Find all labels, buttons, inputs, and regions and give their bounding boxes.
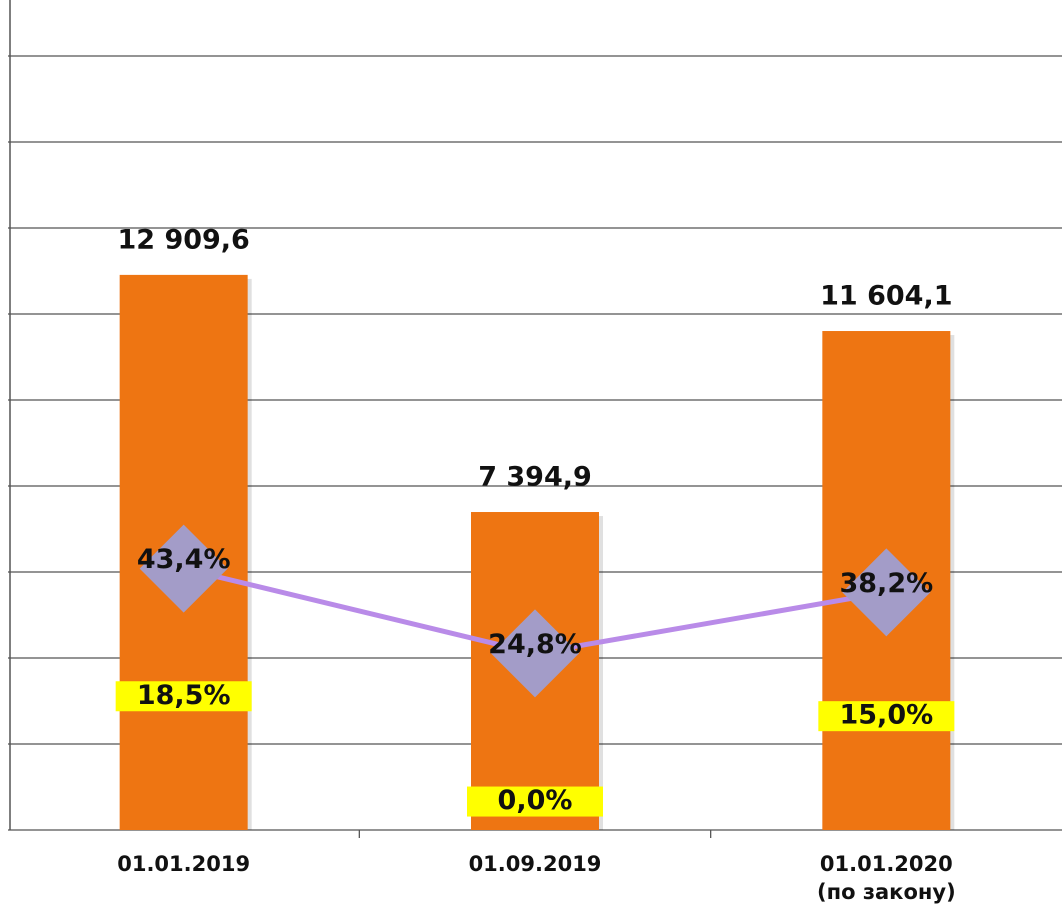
x-tick-label: 01.01.2019 bbox=[117, 852, 251, 876]
line-value-label: 43,4% bbox=[137, 544, 231, 575]
diamond-marker bbox=[491, 609, 579, 698]
bar-value-label: 11 604,1 bbox=[820, 281, 952, 312]
label-box-text: 18,5% bbox=[137, 680, 231, 711]
diamond-marker bbox=[842, 548, 931, 637]
label-box-text: 15,0% bbox=[839, 700, 933, 731]
line-value-label: 24,8% bbox=[488, 629, 582, 660]
label-box bbox=[467, 786, 603, 817]
diamond-marker bbox=[139, 524, 228, 613]
line-value-label: 38,2% bbox=[839, 568, 933, 599]
x-tick-label: 01.09.2019 bbox=[468, 852, 602, 876]
bar-value-label: 12 909,6 bbox=[117, 224, 249, 255]
label-box bbox=[818, 701, 955, 732]
label-box-text: 0,0% bbox=[498, 785, 573, 816]
label-box bbox=[115, 681, 252, 712]
bar-value-label: 7 394,9 bbox=[478, 462, 592, 493]
x-tick-label: 01.01.2020 (по закону) bbox=[816, 852, 956, 904]
